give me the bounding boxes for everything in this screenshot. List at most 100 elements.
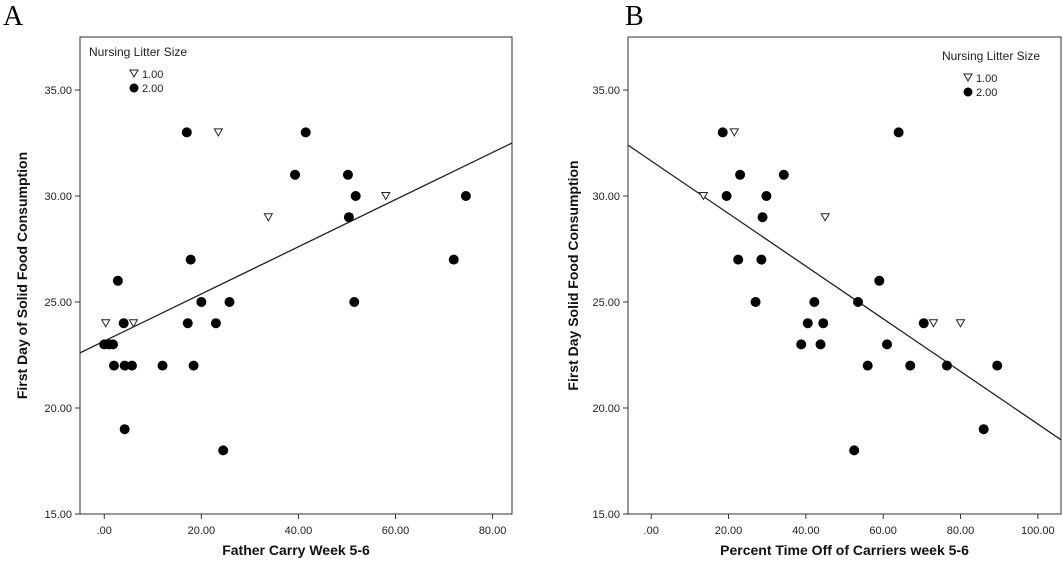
chart-panel-a: A 15.00 20.00 25.00 30.00 35.00 .00 20.00 40.00 6… (3, 1, 513, 558)
data-point-triangle (698, 192, 709, 201)
data-point-triangle (380, 192, 391, 201)
data-point-circle (196, 297, 207, 307)
data-point-circle (108, 339, 119, 350)
x-axis-label: Father Carry Week 5-6 (222, 542, 370, 558)
data-point-circle (796, 339, 807, 350)
x-axis-label: Percent Time Off of Carriers week 5-6 (720, 542, 969, 558)
y-tick-label: 15.00 (44, 509, 72, 521)
fit-line (79, 142, 513, 354)
data-point-circle (941, 360, 952, 371)
x-tick-label: 40.00 (792, 525, 820, 537)
data-point-triangle (729, 128, 740, 137)
fit-line (627, 144, 1062, 441)
data-point-circle (119, 424, 130, 435)
data-point-circle (185, 254, 196, 265)
data-point-circle (224, 297, 235, 307)
data-point-circle (349, 297, 360, 307)
legend-label: 2.00 (976, 87, 997, 99)
data-point-circle (735, 169, 746, 180)
data-point-circle (802, 318, 813, 329)
y-tick-label: 20.00 (592, 403, 620, 415)
plot-frame (79, 36, 513, 515)
data-point-triangle (955, 319, 966, 328)
x-tick-label: 100.00 (1021, 525, 1055, 537)
legend-label: 1.00 (142, 69, 163, 81)
legend-marker-triangle (963, 73, 973, 83)
legend-label: 2.00 (142, 83, 163, 95)
x-tick-label: .00 (97, 525, 112, 537)
data-point-circle (218, 445, 229, 456)
y-tick-label: 15.00 (592, 509, 620, 521)
data-point-circle (290, 169, 301, 180)
data-point-circle (853, 297, 864, 307)
panel-letter: B (625, 1, 644, 32)
data-point-circle (181, 127, 192, 138)
data-point-circle (761, 191, 772, 201)
legend-title: Nursing Litter Size (89, 45, 187, 59)
legend-marker-circle (129, 83, 139, 93)
data-point-circle (126, 360, 137, 371)
legend: Nursing Litter Size 1.00 2.00 (942, 49, 1040, 99)
data-point-triangle (263, 213, 274, 222)
data-point-circle (300, 127, 311, 138)
data-point-circle (448, 254, 459, 265)
data-point-circle (717, 127, 728, 138)
x-tick-label: 80.00 (479, 525, 507, 537)
data-point-triangle (213, 128, 224, 137)
data-point-circle (350, 191, 361, 201)
panel-letter: A (3, 1, 24, 32)
data-point-circle (112, 275, 123, 286)
data-point-triangle (128, 319, 139, 328)
y-axis-label: First Day of Solid Food Consumption (14, 152, 30, 399)
data-point-circle (721, 191, 732, 201)
data-point-circle (733, 254, 744, 265)
data-point-circle (756, 254, 767, 265)
data-point-triangle (100, 319, 111, 328)
data-point-circle (882, 339, 893, 350)
data-point-circle (905, 360, 916, 371)
data-point-circle (992, 360, 1003, 371)
x-tick-label: 80.00 (947, 525, 975, 537)
data-point-circle (978, 424, 989, 435)
x-tick-label: 40.00 (285, 525, 313, 537)
y-tick-label: 30.00 (44, 191, 72, 203)
chart-panel-b: B 15.00 20.00 25.00 30.00 35.00 .00 20.00 40.00 6… (565, 1, 1062, 558)
data-point-triangle (928, 319, 939, 328)
y-axis-label: First Day Solid Food Consumption (565, 160, 581, 390)
legend-marker-circle (963, 87, 973, 97)
data-point-circle (750, 297, 761, 307)
data-point-circle (757, 212, 768, 223)
x-tick-label: 20.00 (188, 525, 216, 537)
data-point-circle (343, 212, 354, 223)
x-tick-label: 60.00 (382, 525, 410, 537)
data-point-circle (118, 318, 129, 329)
plot-frame (627, 36, 1062, 515)
y-tick-label: 25.00 (592, 297, 620, 309)
data-point-circle (157, 360, 168, 371)
data-point-circle (119, 360, 130, 371)
y-tick-label: 35.00 (44, 85, 72, 97)
y-tick-label: 25.00 (44, 297, 72, 309)
data-point-circle (849, 445, 860, 456)
data-point-circle (778, 169, 789, 180)
y-tick-label: 35.00 (592, 85, 620, 97)
data-point-circle (182, 318, 193, 329)
data-point-circle (918, 318, 929, 329)
data-point-circle (460, 191, 471, 201)
data-point-circle (874, 275, 885, 286)
data-point-circle (815, 339, 826, 350)
data-point-circle (809, 297, 820, 307)
data-point-circle (188, 360, 199, 371)
legend: Nursing Litter Size 1.00 2.00 (89, 45, 187, 95)
y-tick-label: 30.00 (592, 191, 620, 203)
data-point-circle (893, 127, 904, 138)
data-point-circle (108, 360, 119, 371)
data-point-triangle (820, 213, 831, 222)
legend-label: 1.00 (976, 73, 997, 85)
x-tick-label: 20.00 (715, 525, 743, 537)
data-point-circle (818, 318, 829, 329)
data-point-circle (862, 360, 873, 371)
legend-marker-triangle (129, 69, 139, 79)
legend-title: Nursing Litter Size (942, 49, 1040, 63)
